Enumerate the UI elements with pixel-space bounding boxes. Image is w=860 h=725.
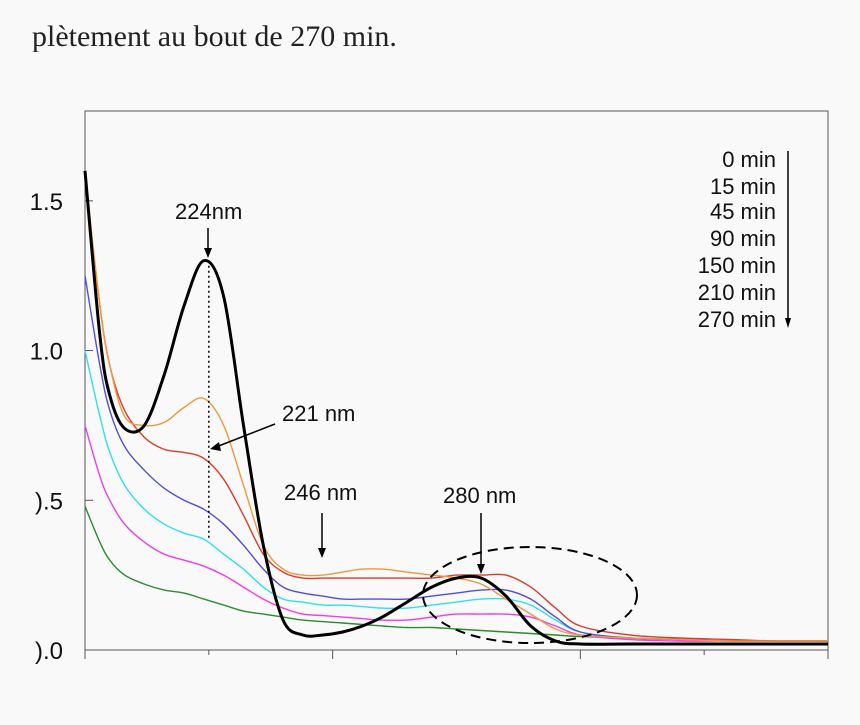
y-tick-label: 1.5 [30,189,63,216]
highlight-ellipse-280nm [422,546,638,644]
legend-entry-90min: 90 min [710,226,776,251]
y-axis-ticks: ).0 ).5 1.0 1.5 [30,189,93,665]
legend-entry-45min: 45 min [710,199,776,224]
legend-entry-15min: 15 min [710,174,776,199]
legend: 0 min 15 min 45 min 90 min 150 min 210 m… [698,147,791,332]
legend-entry-0min: 0 min [722,147,776,172]
annotation-label-246nm: 246 nm [284,480,357,505]
legend-entry-270min: 270 min [698,307,776,332]
annotation-arrowhead-246nm [318,548,326,558]
caption-text: plètement au bout de 270 min. [32,20,397,52]
annotation-280nm: 280 nm [443,483,516,574]
y-tick-label: ).0 [35,638,63,665]
y-tick-label: 1.0 [30,339,63,366]
annotation-label-280nm: 280 nm [443,483,516,508]
annotation-246nm: 246 nm [284,480,357,558]
annotation-arrow-221nm [215,423,276,448]
legend-time-arrowhead [785,318,791,328]
annotation-221nm: 221 nm [210,401,355,451]
x-axis-ticks [84,650,829,659]
series-line-45min [84,176,829,642]
annotation-label-224nm: 224nm [175,199,242,224]
annotation-label-221nm: 221 nm [282,401,355,426]
series-line-0min [83,170,828,646]
annotation-arrowhead-280nm [477,564,485,574]
legend-entry-210min: 210 min [698,280,776,305]
y-tick-label: ).5 [35,488,63,515]
series-line-15min [84,170,828,642]
annotation-arrowhead-221nm [210,442,221,451]
series-line-90min [84,275,828,642]
annotation-arrowhead-224nm [204,248,212,258]
legend-entry-150min: 150 min [698,253,776,278]
annotation-224nm: 224nm [175,199,242,258]
series-line-270min [84,506,828,642]
series-line-210min [84,425,828,642]
